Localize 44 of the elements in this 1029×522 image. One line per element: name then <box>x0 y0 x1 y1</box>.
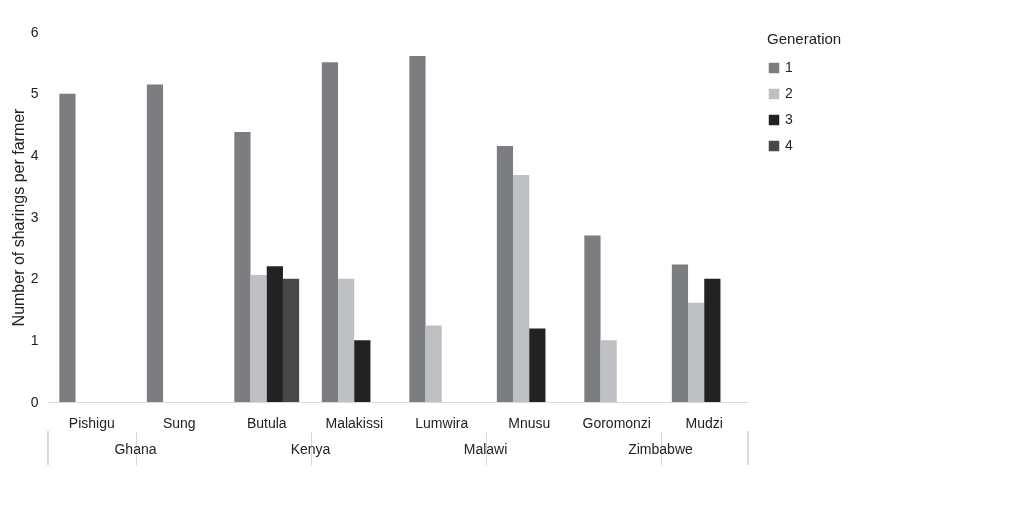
bar <box>425 325 442 402</box>
text: Ghana <box>114 441 157 457</box>
bar <box>234 131 251 402</box>
bar <box>250 274 267 402</box>
bar <box>584 235 601 402</box>
bar <box>282 278 300 402</box>
legend-label: 2 <box>785 85 793 101</box>
y-tick-label: 5 <box>30 85 39 102</box>
bar <box>513 175 530 402</box>
legend-title: Generation <box>767 30 842 47</box>
y-tick-label: 3 <box>30 208 39 225</box>
x-tick-label: Mnusu <box>508 414 551 431</box>
bar <box>338 278 355 402</box>
x-tick-label: Sung <box>162 414 196 431</box>
x-tick-label: Mudzi <box>685 414 723 431</box>
legend-label: 3 <box>785 111 793 127</box>
bar <box>266 266 283 402</box>
x-tick-label: Lumwira <box>415 414 469 431</box>
bar <box>146 84 164 402</box>
x-tick-label: Butula <box>246 414 287 431</box>
x-tick-label: Goromonzi <box>582 414 651 431</box>
text: Malawi <box>463 441 508 457</box>
bar <box>496 146 514 402</box>
bar <box>688 302 705 402</box>
legend-label: 4 <box>785 137 793 153</box>
y-tick-label: 6 <box>30 23 39 40</box>
x-tick-label: Pishigu <box>68 414 115 431</box>
bar <box>704 278 721 402</box>
y-tick-label: 1 <box>30 331 39 348</box>
legend-label: 1 <box>785 59 793 75</box>
bar <box>321 62 339 402</box>
bar <box>671 264 689 402</box>
bar <box>409 56 426 402</box>
text: Kenya <box>290 441 331 457</box>
bar <box>600 340 617 402</box>
y-tick-label: 0 <box>30 393 39 410</box>
x-tick-label: Malakissi <box>325 414 384 431</box>
text: Zimbabwe <box>628 441 693 457</box>
y-axis-title: Number of sharings per farmer <box>9 107 27 327</box>
y-tick-label: 4 <box>30 146 39 163</box>
bar <box>354 340 371 402</box>
y-tick-label: 2 <box>30 270 39 287</box>
bar <box>529 328 546 402</box>
bar <box>59 93 76 402</box>
